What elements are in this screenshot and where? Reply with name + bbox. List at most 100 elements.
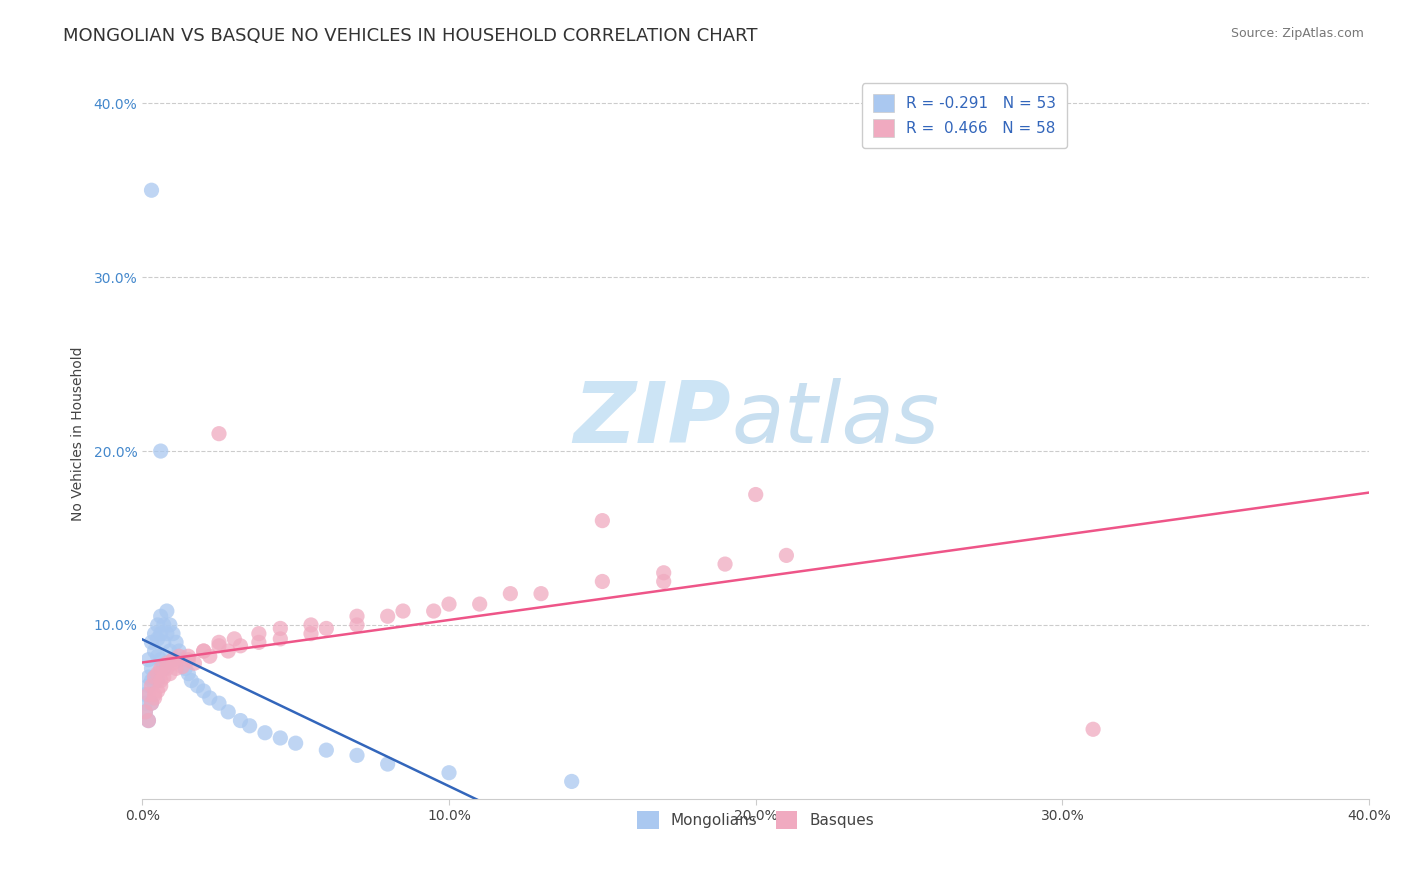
Point	[217, 705, 239, 719]
Point	[149, 609, 172, 624]
Point	[299, 626, 322, 640]
Point	[269, 622, 291, 636]
Point	[229, 639, 252, 653]
Point	[253, 725, 276, 739]
Point	[217, 644, 239, 658]
Point	[143, 688, 166, 702]
Point	[146, 632, 169, 646]
Point	[134, 696, 156, 710]
Point	[146, 618, 169, 632]
Point	[174, 661, 197, 675]
Point	[468, 597, 491, 611]
Point	[143, 690, 166, 705]
Point	[149, 653, 172, 667]
Point	[149, 626, 172, 640]
Point	[208, 426, 231, 441]
Point	[269, 632, 291, 646]
Point	[152, 618, 174, 632]
Point	[229, 714, 252, 728]
Point	[165, 635, 187, 649]
Point	[149, 444, 172, 458]
Point	[159, 618, 181, 632]
Point	[159, 644, 181, 658]
Point	[183, 656, 205, 670]
Point	[146, 684, 169, 698]
Point	[315, 622, 337, 636]
Point	[561, 774, 583, 789]
Point	[591, 514, 613, 528]
Point	[162, 626, 184, 640]
Point	[377, 757, 399, 772]
Point	[208, 635, 231, 649]
Point	[775, 549, 797, 563]
Point	[346, 609, 368, 624]
Point	[172, 653, 194, 667]
Point	[156, 656, 179, 670]
Point	[146, 666, 169, 681]
Point	[346, 618, 368, 632]
Point	[152, 661, 174, 675]
Point	[167, 649, 190, 664]
Point	[652, 574, 675, 589]
Text: Source: ZipAtlas.com: Source: ZipAtlas.com	[1230, 27, 1364, 40]
Point	[437, 765, 460, 780]
Point	[315, 743, 337, 757]
Point	[152, 635, 174, 649]
Point	[141, 696, 163, 710]
Point	[156, 661, 179, 675]
Point	[162, 656, 184, 670]
Point	[162, 653, 184, 667]
Point	[198, 649, 221, 664]
Point	[591, 574, 613, 589]
Point	[247, 635, 270, 649]
Point	[165, 661, 187, 675]
Point	[177, 653, 200, 667]
Point	[1081, 723, 1104, 737]
Point	[141, 183, 163, 197]
Point	[156, 604, 179, 618]
Point	[134, 705, 156, 719]
Point	[193, 644, 215, 658]
Point	[156, 626, 179, 640]
Text: atlas: atlas	[731, 377, 939, 460]
Point	[299, 618, 322, 632]
Point	[143, 626, 166, 640]
Text: MONGOLIAN VS BASQUE NO VEHICLES IN HOUSEHOLD CORRELATION CHART: MONGOLIAN VS BASQUE NO VEHICLES IN HOUSE…	[63, 27, 758, 45]
Point	[208, 696, 231, 710]
Point	[141, 696, 163, 710]
Text: ZIP: ZIP	[574, 377, 731, 460]
Point	[141, 679, 163, 693]
Point	[143, 644, 166, 658]
Point	[138, 653, 160, 667]
Point	[247, 626, 270, 640]
Point	[186, 679, 208, 693]
Point	[177, 649, 200, 664]
Point	[141, 635, 163, 649]
Point	[180, 673, 202, 688]
Point	[193, 684, 215, 698]
Point	[138, 670, 160, 684]
Point	[143, 670, 166, 684]
Point	[377, 609, 399, 624]
Point	[138, 714, 160, 728]
Point	[134, 688, 156, 702]
Point	[138, 714, 160, 728]
Point	[269, 731, 291, 745]
Point	[149, 679, 172, 693]
Point	[134, 705, 156, 719]
Point	[162, 653, 184, 667]
Point	[284, 736, 307, 750]
Point	[141, 661, 163, 675]
Point	[146, 673, 169, 688]
Point	[346, 748, 368, 763]
Point	[152, 670, 174, 684]
Point	[437, 597, 460, 611]
Point	[224, 632, 246, 646]
Point	[141, 673, 163, 688]
Point	[149, 673, 172, 688]
Y-axis label: No Vehicles in Household: No Vehicles in Household	[72, 346, 86, 521]
Point	[138, 679, 160, 693]
Point	[239, 719, 262, 733]
Point	[193, 644, 215, 658]
Point	[177, 666, 200, 681]
